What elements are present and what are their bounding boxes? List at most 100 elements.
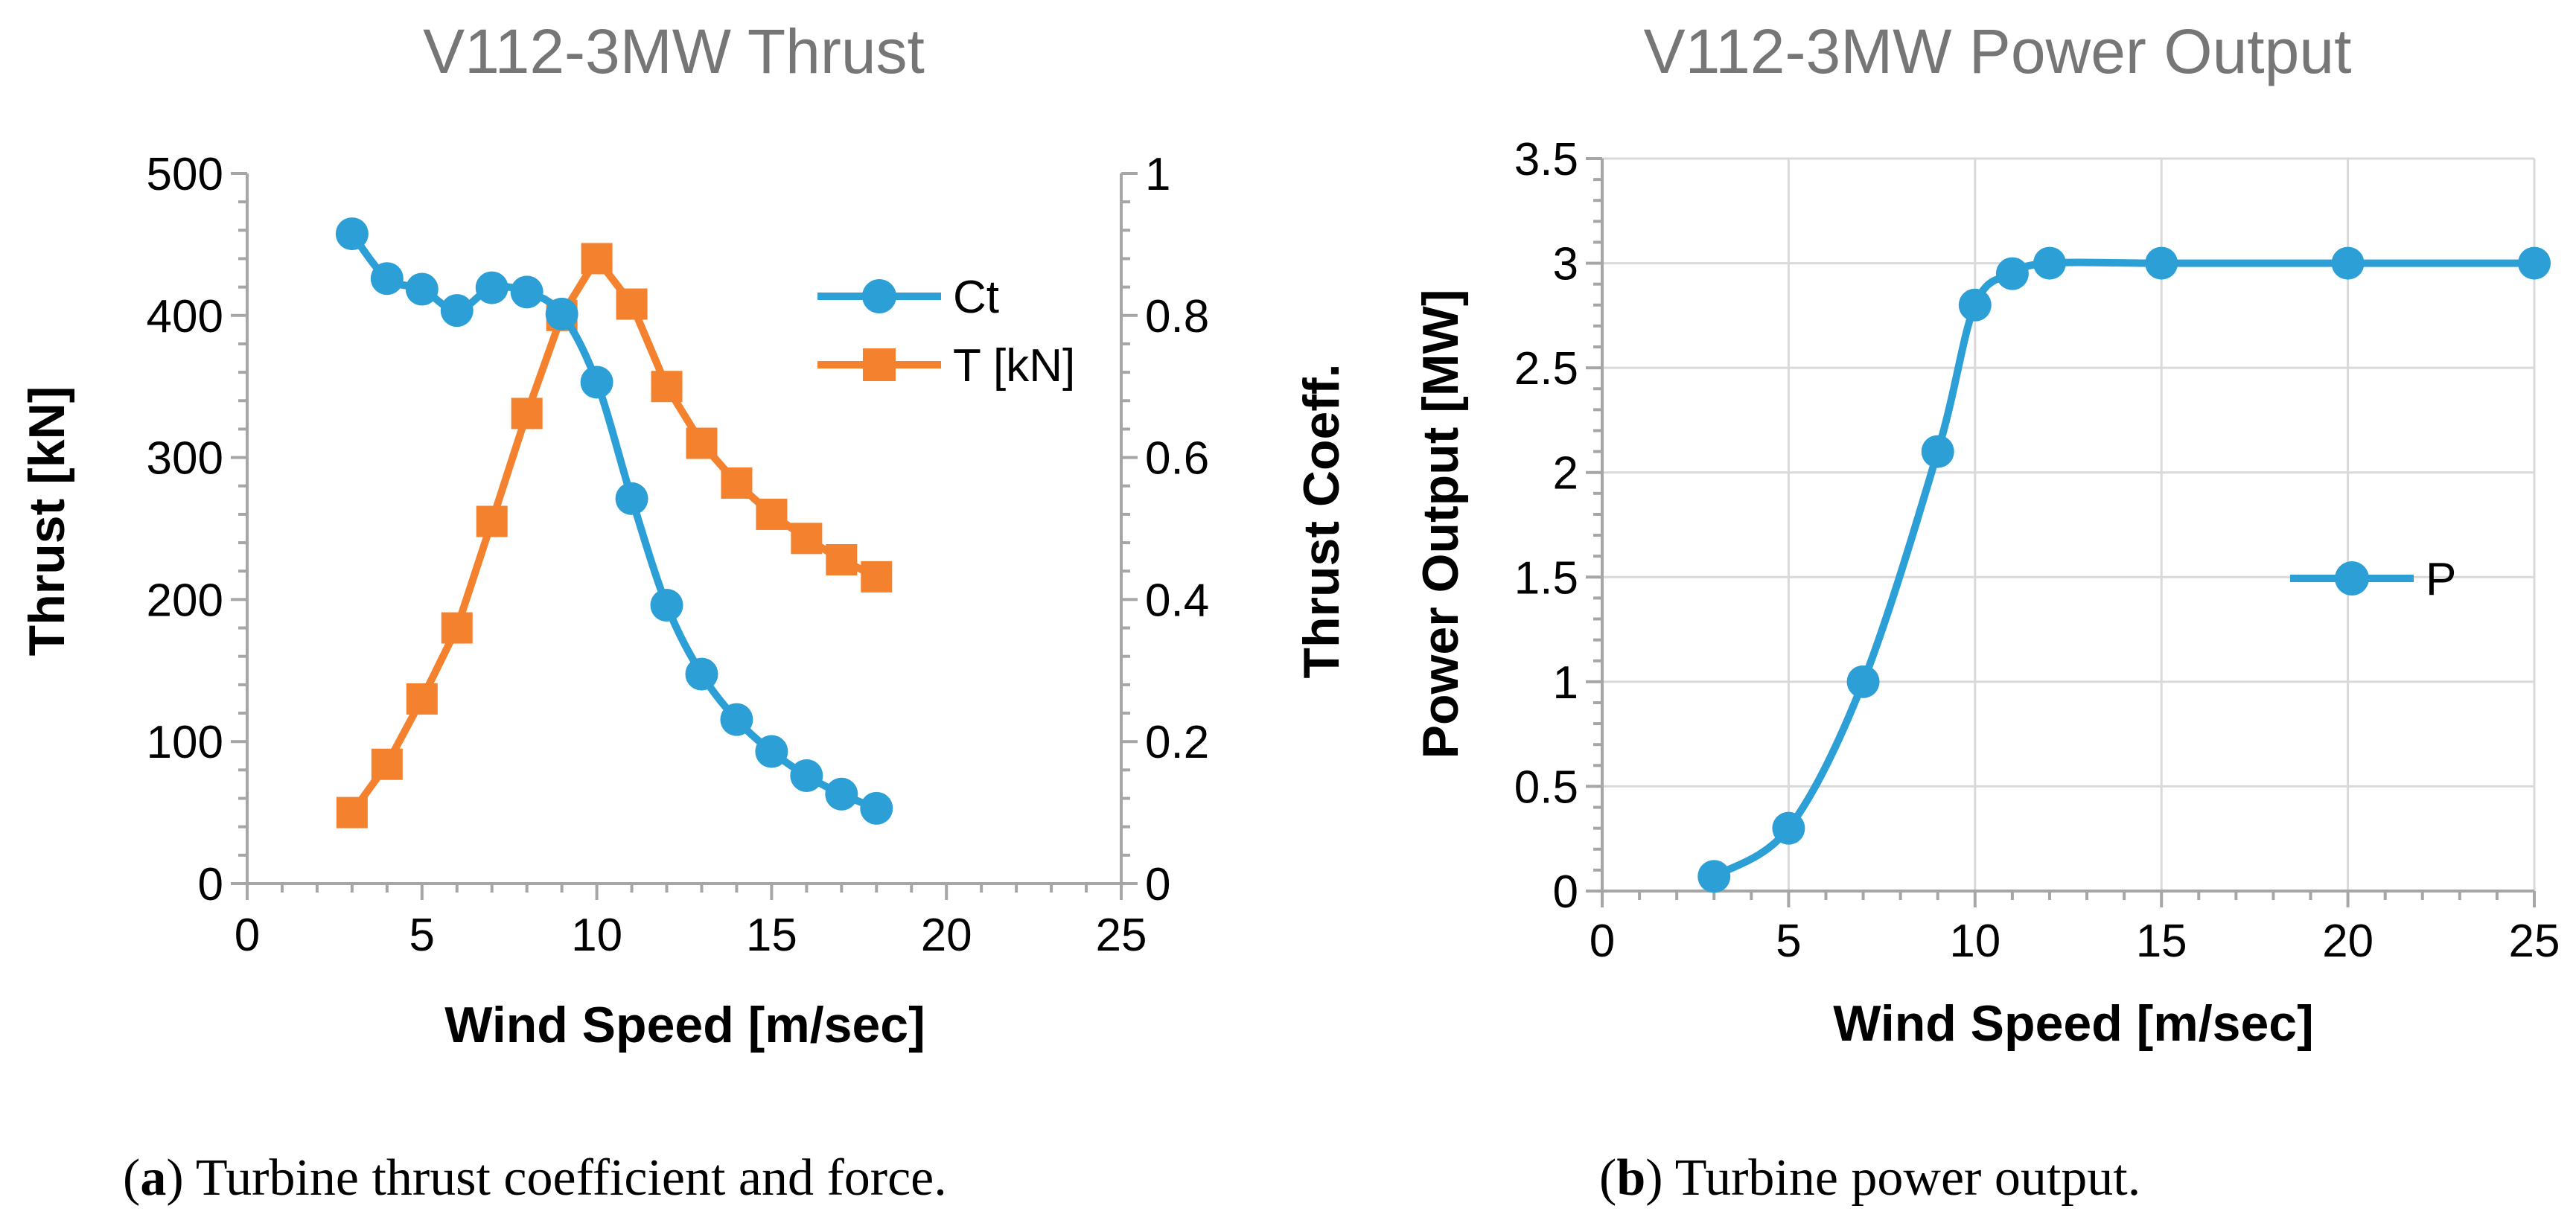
chart-thrust-legend: Ct T [kN] bbox=[817, 272, 1075, 392]
y2-tick-label: 0 bbox=[1145, 859, 1170, 910]
power-point bbox=[2033, 246, 2066, 280]
y2-tick-label: 0.4 bbox=[1145, 575, 1209, 626]
y2-tick-label: 0.2 bbox=[1145, 717, 1209, 768]
y-tick-label: 100 bbox=[147, 717, 223, 768]
legend-p-marker bbox=[2335, 561, 2369, 596]
series-ct-line bbox=[348, 232, 879, 812]
thrust-point bbox=[441, 612, 473, 644]
x-tick-label: 10 bbox=[1949, 916, 2000, 967]
chart-thrust-series bbox=[335, 217, 893, 828]
power-point bbox=[2331, 246, 2365, 280]
y-tick-label: 400 bbox=[147, 291, 223, 342]
x-tick-label: 20 bbox=[2322, 916, 2373, 967]
x-tick-label: 10 bbox=[571, 910, 622, 961]
legend-ct-marker bbox=[862, 279, 896, 313]
chart-thrust-y-title: Thrust [kN] bbox=[19, 386, 75, 657]
x-tick-label: 0 bbox=[1590, 916, 1615, 967]
chart-thrust-title: V112-3MW Thrust bbox=[423, 16, 925, 86]
y-tick-label: 2.5 bbox=[1514, 343, 1578, 395]
legend-thrust-label: T [kN] bbox=[953, 340, 1075, 392]
chart-power-y-title: Power Output [MW] bbox=[1412, 290, 1469, 759]
y2-tick-label: 0.8 bbox=[1145, 291, 1209, 342]
ct-point bbox=[440, 294, 474, 328]
y2-tick-label: 1 bbox=[1145, 149, 1170, 200]
thrust-point bbox=[476, 505, 508, 537]
thrust-point bbox=[616, 288, 648, 320]
chart-thrust-y2-title: Thrust Coeff. bbox=[1293, 363, 1350, 678]
y-tick-label: 3.5 bbox=[1514, 134, 1578, 185]
thrust-point bbox=[336, 796, 368, 828]
power-point bbox=[1772, 811, 1805, 845]
thrust-point bbox=[756, 498, 788, 530]
power-point bbox=[1846, 665, 1880, 698]
chart-power-series bbox=[1697, 246, 2551, 893]
y-tick-label: 0 bbox=[198, 859, 223, 910]
chart-power: V112-3MW Power Output 0 5 10 15 20 25 0 0.5 1 1.5… bbox=[1412, 16, 2560, 1052]
chart-power-title: V112-3MW Power Output bbox=[1644, 16, 2352, 86]
thrust-point bbox=[511, 398, 543, 430]
legend-p-label: P bbox=[2426, 554, 2456, 605]
x-tick-label: 15 bbox=[2136, 916, 2187, 967]
thrust-point bbox=[371, 748, 403, 780]
caption-a: (a) Turbine thrust coefficient and force… bbox=[123, 1149, 947, 1207]
ct-point bbox=[510, 275, 543, 309]
ct-point bbox=[615, 482, 648, 515]
y-tick-label: 1.5 bbox=[1514, 552, 1578, 604]
ct-point bbox=[720, 703, 753, 736]
thrust-point bbox=[406, 683, 438, 715]
ct-point bbox=[650, 589, 683, 622]
ct-point bbox=[860, 791, 893, 825]
thrust-point bbox=[686, 427, 718, 459]
x-tick-label: 20 bbox=[921, 910, 972, 961]
y-tick-label: 3 bbox=[1553, 239, 1578, 290]
x-tick-label: 25 bbox=[2509, 916, 2560, 967]
ct-point bbox=[685, 657, 718, 691]
thrust-point bbox=[826, 543, 858, 575]
ct-point bbox=[790, 759, 823, 792]
y-tick-label: 500 bbox=[147, 149, 223, 200]
chart-power-legend: P bbox=[2290, 554, 2456, 605]
caption-a-label: a bbox=[140, 1149, 166, 1207]
thrust-point bbox=[581, 243, 613, 275]
y2-tick-label: 0.6 bbox=[1145, 433, 1209, 485]
legend-thrust-marker bbox=[863, 348, 896, 381]
ct-point bbox=[825, 777, 858, 811]
thrust-point bbox=[651, 371, 683, 403]
power-point bbox=[2145, 246, 2178, 280]
x-tick-label: 15 bbox=[746, 910, 797, 961]
power-point bbox=[1697, 860, 1731, 893]
thrust-point bbox=[791, 523, 823, 555]
x-tick-label: 5 bbox=[409, 910, 435, 961]
chart-power-x-title: Wind Speed [m/sec] bbox=[1833, 995, 2314, 1052]
power-point bbox=[2518, 246, 2551, 280]
ct-point bbox=[580, 365, 613, 399]
caption-b: (b) Turbine power output. bbox=[1599, 1149, 2140, 1207]
y-tick-label: 200 bbox=[147, 575, 223, 626]
chart-power-axes bbox=[1586, 157, 2536, 907]
chart-power-gridlines bbox=[1602, 157, 2536, 891]
ct-point bbox=[405, 272, 439, 306]
caption-b-text: Turbine power output. bbox=[1663, 1149, 2141, 1207]
chart-power-tick-labels: 0 5 10 15 20 25 0 0.5 1 1.5 2 2.5 3 3.5 bbox=[1514, 134, 2560, 967]
y-tick-label: 2 bbox=[1553, 448, 1578, 499]
ct-point bbox=[335, 217, 369, 251]
y-tick-label: 0.5 bbox=[1514, 762, 1578, 813]
ct-point bbox=[475, 271, 508, 304]
power-point bbox=[1995, 257, 2029, 290]
chart-thrust-x-title: Wind Speed [m/sec] bbox=[444, 997, 925, 1053]
x-tick-label: 5 bbox=[1776, 916, 1801, 967]
thrust-point bbox=[721, 467, 753, 499]
chart-thrust: V112-3MW Thrust 0 5 10 15 20 2501002003004005… bbox=[19, 16, 1350, 1053]
series-thrust-line bbox=[348, 255, 879, 815]
caption-a-text: Turbine thrust coefficient and force. bbox=[184, 1149, 947, 1207]
thrust-point bbox=[861, 561, 893, 593]
y-tick-label: 0 bbox=[1553, 866, 1578, 918]
ct-point bbox=[370, 262, 404, 296]
chart-thrust-axes bbox=[231, 172, 1138, 900]
power-point bbox=[1921, 435, 1954, 468]
x-tick-label: 0 bbox=[235, 910, 260, 961]
y-tick-label: 300 bbox=[147, 433, 223, 485]
power-point bbox=[1958, 288, 1992, 322]
